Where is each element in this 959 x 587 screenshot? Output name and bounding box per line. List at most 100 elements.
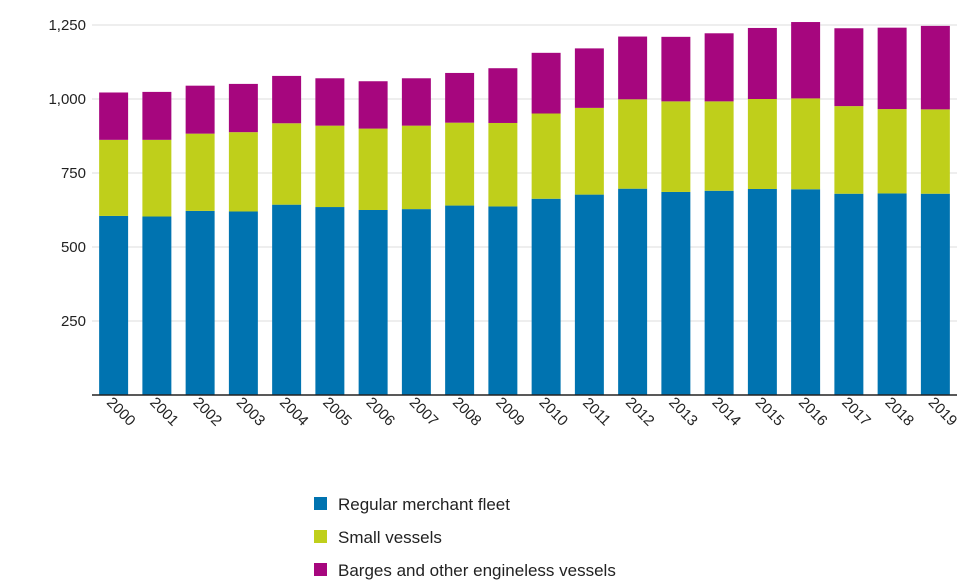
bar-segment bbox=[920, 193, 950, 395]
bar-segment bbox=[747, 99, 777, 189]
x-tick-label: 2010 bbox=[535, 394, 571, 430]
bar-segment bbox=[272, 123, 302, 205]
bar-segment bbox=[445, 72, 475, 123]
bar-segment bbox=[315, 207, 345, 395]
bar-segment bbox=[99, 215, 129, 395]
y-axis-ticks: 250 500 750 1,000 1,250 bbox=[48, 17, 86, 330]
bar-segment bbox=[877, 27, 907, 110]
bar-segment bbox=[272, 204, 302, 395]
bar-segment bbox=[661, 191, 691, 395]
bar-segment bbox=[228, 83, 258, 133]
bar-segment bbox=[315, 78, 345, 126]
x-tick-label: 2012 bbox=[622, 394, 658, 430]
legend-label: Regular merchant fleet bbox=[338, 495, 510, 514]
x-tick-label: 2008 bbox=[449, 394, 485, 430]
bar-segment bbox=[488, 122, 518, 207]
y-tick-label: 750 bbox=[61, 165, 86, 182]
x-tick-label: 2006 bbox=[362, 394, 398, 430]
legend-label: Barges and other engineless vessels bbox=[338, 561, 616, 580]
bars bbox=[99, 22, 950, 395]
x-tick-label: 2014 bbox=[708, 394, 744, 430]
bar-segment bbox=[142, 91, 172, 140]
bar-segment bbox=[920, 109, 950, 194]
x-tick-label: 2000 bbox=[103, 394, 139, 430]
y-tick-label: 500 bbox=[61, 239, 86, 256]
bar-segment bbox=[704, 101, 734, 191]
bar-segment bbox=[618, 36, 648, 100]
bar-segment bbox=[877, 193, 907, 395]
bar-segment bbox=[401, 78, 431, 126]
bar-segment bbox=[834, 106, 864, 194]
bar-segment bbox=[920, 25, 950, 110]
bar-segment bbox=[445, 122, 475, 206]
bar-segment bbox=[315, 125, 345, 208]
bar-segment bbox=[791, 98, 821, 190]
bar-segment bbox=[99, 139, 129, 216]
x-tick-label: 2007 bbox=[406, 394, 442, 430]
bar-segment bbox=[445, 205, 475, 395]
x-tick-label: 2002 bbox=[189, 394, 225, 430]
bar-segment bbox=[185, 210, 215, 395]
bar-segment bbox=[618, 99, 648, 189]
legend-item: Small vessels bbox=[314, 528, 442, 547]
bar-segment bbox=[488, 68, 518, 123]
bar-segment bbox=[747, 27, 777, 99]
bar-segment bbox=[574, 194, 604, 395]
y-tick-label: 1,250 bbox=[48, 17, 86, 34]
bar-segment bbox=[358, 128, 388, 210]
bar-segment bbox=[661, 36, 691, 102]
bar-segment bbox=[704, 33, 734, 102]
bar-segment bbox=[401, 209, 431, 395]
bar-segment bbox=[834, 28, 864, 107]
x-tick-label: 2011 bbox=[579, 394, 614, 429]
x-tick-label: 2019 bbox=[925, 394, 959, 430]
y-tick-label: 1,000 bbox=[48, 91, 86, 108]
x-tick-label: 2005 bbox=[319, 394, 355, 430]
x-tick-label: 2017 bbox=[838, 394, 874, 430]
x-tick-label: 2013 bbox=[665, 394, 701, 430]
bar-segment bbox=[791, 189, 821, 395]
bar-segment bbox=[661, 101, 691, 192]
bar-segment bbox=[574, 107, 604, 195]
bar-segment bbox=[574, 48, 604, 108]
x-tick-label: 2009 bbox=[492, 394, 528, 430]
legend-label: Small vessels bbox=[338, 528, 442, 547]
bar-segment bbox=[185, 85, 215, 134]
x-tick-label: 2004 bbox=[276, 394, 312, 430]
gridlines bbox=[92, 24, 957, 322]
bar-segment bbox=[747, 188, 777, 395]
bar-segment bbox=[185, 133, 215, 211]
bar-segment bbox=[272, 75, 302, 124]
x-tick-label: 2015 bbox=[752, 394, 788, 430]
bar-segment bbox=[228, 211, 258, 395]
x-tick-label: 2003 bbox=[233, 394, 269, 430]
bar-segment bbox=[618, 188, 648, 395]
legend-swatch bbox=[314, 497, 327, 510]
legend-swatch bbox=[314, 563, 327, 576]
bar-segment bbox=[142, 139, 172, 217]
bar-segment bbox=[358, 210, 388, 395]
bar-segment bbox=[401, 125, 431, 210]
legend: Regular merchant fleet Small vessels Barge… bbox=[314, 495, 616, 580]
x-tick-label: 2018 bbox=[881, 394, 917, 430]
legend-item: Regular merchant fleet bbox=[314, 495, 510, 514]
bar-segment bbox=[531, 198, 561, 395]
bar-segment bbox=[791, 22, 821, 99]
bar-segment bbox=[228, 132, 258, 212]
x-axis-ticks: 2000 2001 2002 2003 2004 2005 2006 2007 2008 2009… bbox=[103, 394, 959, 430]
y-tick-label: 250 bbox=[61, 313, 86, 330]
bar-segment bbox=[704, 190, 734, 395]
bar-segment bbox=[358, 81, 388, 129]
bar-segment bbox=[877, 109, 907, 194]
bar-segment bbox=[531, 52, 561, 114]
bar-segment bbox=[99, 92, 129, 140]
x-tick-label: 2016 bbox=[795, 394, 831, 430]
bar-segment bbox=[531, 113, 561, 199]
bar-segment bbox=[834, 193, 864, 395]
legend-item: Barges and other engineless vessels bbox=[314, 561, 616, 580]
bar-segment bbox=[142, 216, 172, 395]
bar-segment bbox=[488, 206, 518, 395]
x-tick-label: 2001 bbox=[146, 394, 182, 430]
legend-swatch bbox=[314, 530, 327, 543]
